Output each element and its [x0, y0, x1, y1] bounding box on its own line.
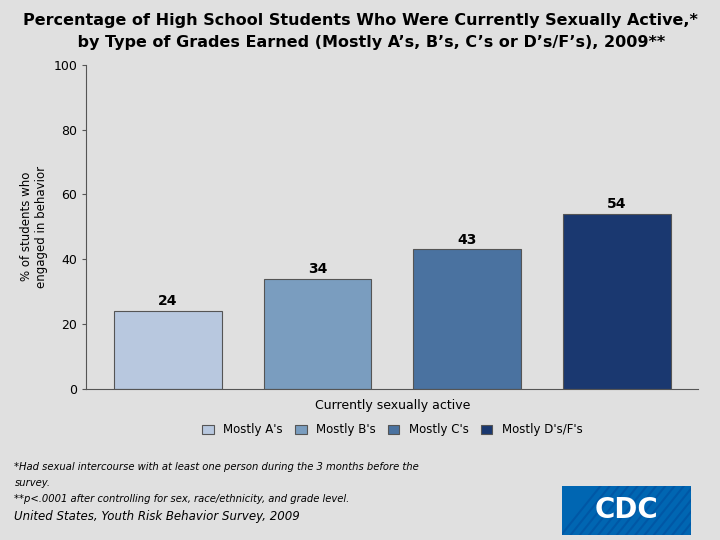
Y-axis label: % of students who
engaged in behavior: % of students who engaged in behavior	[20, 166, 48, 288]
Text: Percentage of High School Students Who Were Currently Sexually Active,*: Percentage of High School Students Who W…	[22, 14, 698, 29]
Text: survey.: survey.	[14, 478, 50, 488]
X-axis label: Currently sexually active: Currently sexually active	[315, 399, 470, 412]
Text: *Had sexual intercourse with at least one person during the 3 months before the: *Had sexual intercourse with at least on…	[14, 462, 419, 472]
Text: 54: 54	[607, 197, 626, 211]
Text: 34: 34	[308, 262, 328, 276]
Text: by Type of Grades Earned (Mostly A’s, B’s, C’s or D’s/F’s), 2009**: by Type of Grades Earned (Mostly A’s, B’…	[55, 35, 665, 50]
Bar	[264, 279, 372, 389]
Bar	[413, 249, 521, 389]
Text: United States, Youth Risk Behavior Survey, 2009: United States, Youth Risk Behavior Surve…	[14, 510, 300, 523]
Text: **p<.0001 after controlling for sex, race/ethnicity, and grade level.: **p<.0001 after controlling for sex, rac…	[14, 494, 350, 504]
Text: 43: 43	[457, 233, 477, 247]
Text: CDC: CDC	[595, 496, 658, 524]
Bar	[563, 214, 670, 389]
Text: 24: 24	[158, 294, 178, 308]
Legend: Mostly A's, Mostly B's, Mostly C's, Mostly D's/F's: Mostly A's, Mostly B's, Mostly C's, Most…	[197, 419, 588, 441]
Bar	[114, 311, 222, 389]
